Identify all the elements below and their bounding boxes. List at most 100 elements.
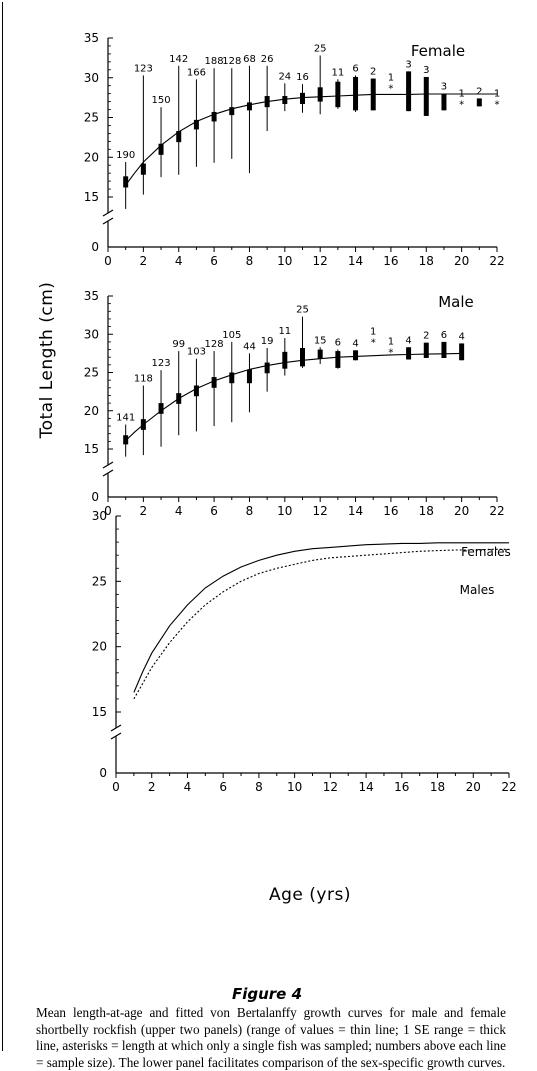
single-fish-asterisk: * — [371, 337, 376, 348]
x-tick-label: 4 — [175, 254, 183, 268]
x-tick-label: 20 — [454, 254, 469, 268]
x-tick-label: 6 — [219, 780, 227, 794]
sample-size-label: 24 — [278, 71, 291, 82]
sample-size-label: 105 — [222, 330, 241, 341]
sample-size-label: 26 — [261, 54, 274, 65]
growth-chart: 0 2 4 6 8 10 12 14 16 18 20 2201520253035Female1901… — [37, 31, 517, 905]
y-tick-label: 20 — [92, 640, 107, 654]
x-tick-label: 14 — [358, 780, 373, 794]
y-tick-label: 0 — [91, 490, 99, 504]
x-tick-label: 8 — [246, 254, 254, 268]
x-tick-label: 12 — [313, 504, 328, 518]
y-tick-label: 20 — [84, 404, 99, 418]
x-tick-label: 12 — [323, 780, 338, 794]
x-axis-title: Age (yrs) — [269, 885, 351, 905]
x-tick-label: 22 — [501, 780, 516, 794]
sample-size-label: 6 — [352, 63, 358, 74]
y-tick-label: 0 — [99, 766, 107, 780]
x-tick-label: 2 — [140, 504, 148, 518]
x-tick-label: 12 — [313, 254, 328, 268]
x-tick-label: 0 — [104, 504, 112, 518]
x-tick-label: 16 — [383, 254, 398, 268]
sample-size-label: 123 — [134, 63, 153, 74]
x-tick-label: 10 — [277, 254, 292, 268]
figure-caption: Mean length-at-age and fitted von Bertal… — [36, 1005, 506, 1070]
x-tick-label: 4 — [175, 504, 183, 518]
panel-female: 0 2 4 6 8 10 12 14 16 18 20 2201520253035Female1901… — [84, 31, 505, 268]
sample-size-label: 1 — [388, 336, 394, 347]
sample-size-label: 166 — [187, 67, 206, 78]
x-tick-label: 18 — [419, 504, 434, 518]
sample-size-label: 16 — [296, 72, 309, 83]
sample-size-label: 1 — [370, 326, 376, 337]
y-tick-label: 25 — [92, 574, 107, 588]
y-tick-label: 30 — [92, 509, 107, 523]
x-tick-label: 0 — [112, 780, 120, 794]
sample-size-label: 68 — [243, 54, 256, 65]
fitted-growth-curve — [125, 352, 462, 441]
x-tick-label: 20 — [466, 780, 481, 794]
sample-size-label: 142 — [169, 54, 188, 65]
sample-size-label: 190 — [116, 150, 135, 161]
x-tick-label: 4 — [184, 780, 192, 794]
sample-size-label: 3 — [405, 59, 411, 70]
sample-size-label: 6 — [441, 330, 447, 341]
females-curve — [133, 542, 509, 693]
sample-size-label: 19 — [261, 336, 274, 347]
figure-label: Figure 4 — [231, 985, 303, 1003]
x-tick-label: 6 — [210, 254, 218, 268]
x-tick-label: 8 — [255, 780, 263, 794]
sample-size-label: 128 — [222, 56, 241, 67]
x-tick-label: 22 — [489, 504, 504, 518]
y-tick-label: 35 — [84, 31, 99, 45]
y-tick-label: 30 — [84, 327, 99, 341]
y-tick-label: 15 — [84, 190, 99, 204]
sample-size-label: 3 — [423, 65, 429, 76]
y-tick-label: 35 — [84, 289, 99, 303]
y-axis-title: Total Length (cm) — [37, 282, 57, 440]
sample-size-label: 11 — [331, 67, 344, 78]
figure-frame — [2, 2, 534, 1051]
sample-size-label: 2 — [370, 67, 376, 78]
x-tick-label: 10 — [277, 504, 292, 518]
y-tick-label: 25 — [84, 111, 99, 125]
x-tick-label: 14 — [348, 504, 363, 518]
single-fish-asterisk: * — [388, 83, 393, 94]
axis-break-mark — [102, 209, 114, 225]
panel-title: Male — [438, 293, 474, 311]
x-tick-label: 18 — [419, 254, 434, 268]
sample-size-label: 2 — [476, 86, 482, 97]
sample-size-label: 1 — [388, 72, 394, 83]
x-tick-label: 14 — [348, 254, 363, 268]
sample-size-label: 15 — [314, 335, 327, 346]
sample-size-label: 4 — [458, 331, 464, 342]
single-fish-asterisk: * — [459, 99, 464, 110]
sample-size-label: 103 — [187, 347, 206, 358]
x-tick-label: 2 — [140, 254, 148, 268]
x-tick-label: 18 — [430, 780, 445, 794]
legend-label-females: Females — [461, 545, 511, 559]
sample-size-label: 118 — [134, 374, 153, 385]
sample-size-label: 44 — [243, 341, 256, 352]
sample-size-label: 3 — [441, 82, 447, 93]
axis-break-mark — [110, 724, 122, 740]
y-tick-label: 15 — [92, 705, 107, 719]
x-tick-label: 16 — [383, 504, 398, 518]
y-tick-label: 20 — [84, 150, 99, 164]
sample-size-label: 4 — [405, 335, 411, 346]
males-curve — [133, 548, 509, 700]
sample-size-label: 2 — [423, 331, 429, 342]
sample-size-label: 123 — [151, 358, 170, 369]
sample-size-label: 6 — [335, 338, 341, 349]
x-tick-label: 0 — [104, 254, 112, 268]
y-tick-label: 30 — [84, 71, 99, 85]
legend-label-males: Males — [460, 583, 495, 597]
axis-break-mark — [102, 461, 114, 477]
sample-size-label: 141 — [116, 413, 135, 424]
sample-size-label: 150 — [151, 95, 170, 106]
x-tick-label: 6 — [210, 504, 218, 518]
x-tick-label: 16 — [394, 780, 409, 794]
sample-size-label: 188 — [205, 56, 224, 67]
x-tick-label: 10 — [287, 780, 302, 794]
